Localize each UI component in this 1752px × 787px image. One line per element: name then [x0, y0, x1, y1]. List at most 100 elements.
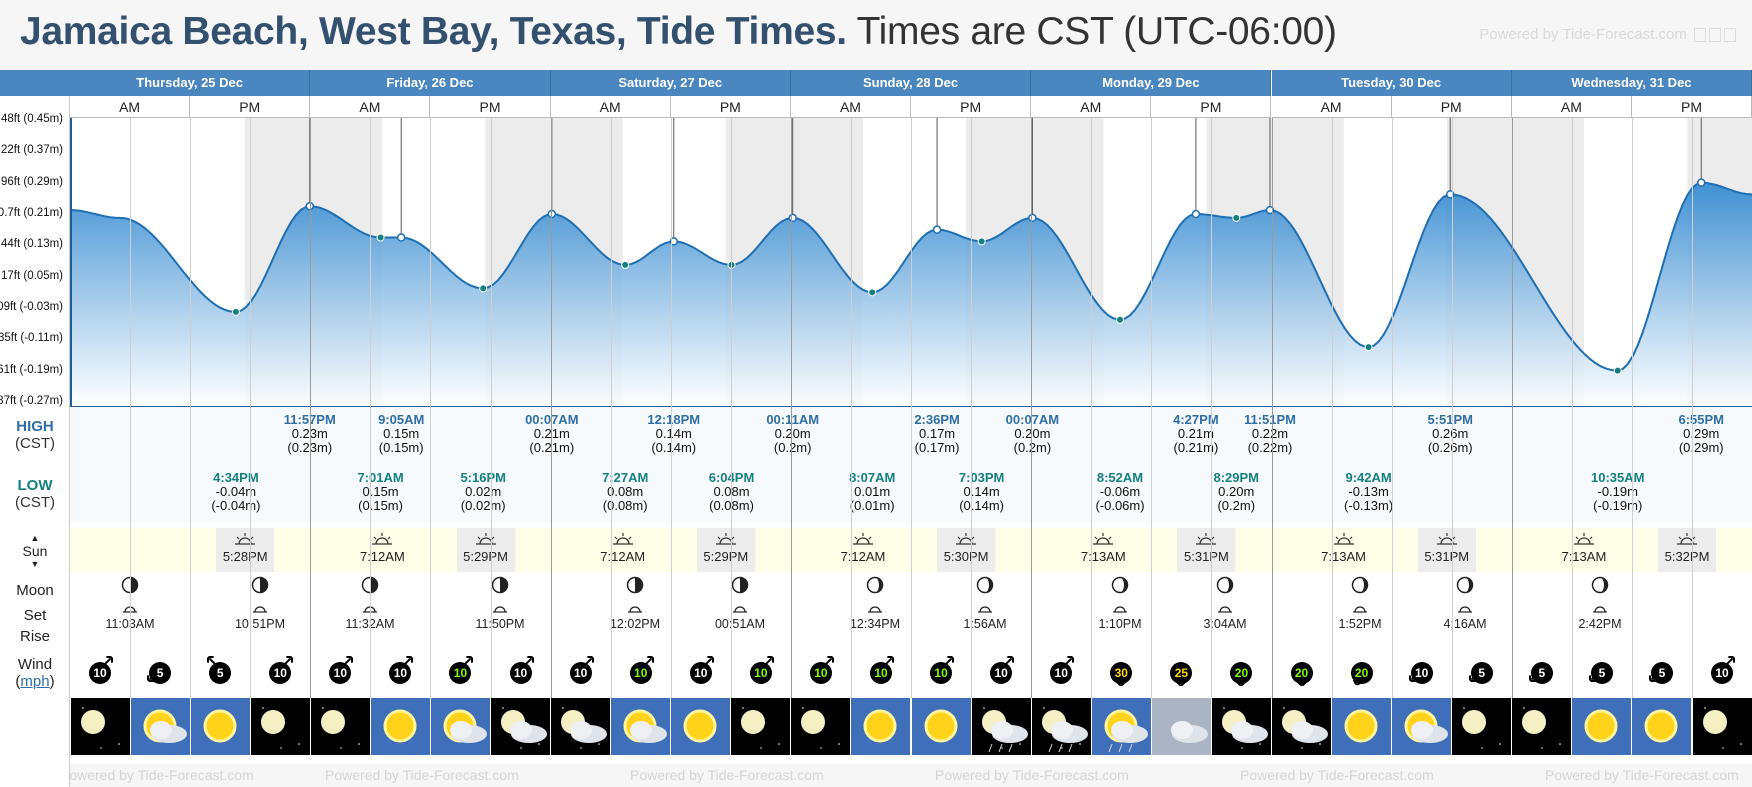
- wind-cell: 10: [866, 655, 896, 686]
- wind-unit-link[interactable]: mph: [20, 673, 50, 690]
- moonrise-icon: [1434, 603, 1496, 617]
- grid-line: [1271, 118, 1273, 698]
- sunrise-cell: 7:13AM: [1072, 532, 1134, 564]
- low-tide-point: [376, 233, 385, 242]
- sunset-time: 5:29PM: [463, 549, 508, 564]
- tide-height: -0.04m: [215, 484, 257, 499]
- moon-phase-icon: [1434, 576, 1496, 597]
- wind-cell: 25: [1166, 656, 1196, 686]
- sunset-icon: [935, 532, 997, 549]
- moon-clear-icon: [731, 698, 791, 755]
- wind-speed: 10: [1711, 662, 1734, 684]
- day-header: Thursday, 25 Dec: [70, 70, 311, 96]
- moonrise-icon: [844, 603, 906, 617]
- wind-cell: 10: [1707, 655, 1737, 686]
- wind-cell: 10: [506, 655, 536, 686]
- moon-clear-icon: [310, 698, 370, 755]
- grid-line: [1511, 118, 1513, 698]
- tide-height: 0.01m: [854, 484, 891, 499]
- low-tide-point: [868, 288, 877, 297]
- wind-speed: 10: [990, 662, 1013, 684]
- wind-row-label: Wind (mph): [15, 656, 55, 690]
- moon-time: 1:52PM: [1338, 617, 1382, 631]
- wind-speed: 20: [1350, 662, 1373, 684]
- logo-icon: [1694, 28, 1706, 43]
- tide-area: [70, 182, 1752, 408]
- tide-time: 7:01AM: [357, 470, 404, 485]
- grid-line: [310, 118, 312, 698]
- moonrise-icon: [339, 603, 401, 617]
- high-tide-cell: 5:51PM 0.26m (0.26m): [1420, 413, 1480, 455]
- grid-line: [1211, 118, 1213, 698]
- wind-cell: 5: [1467, 656, 1497, 686]
- sun-icon: [1332, 698, 1392, 755]
- tide-height: 0.21m: [533, 426, 570, 441]
- sun-down-arrow-icon: ▼: [30, 559, 40, 569]
- tide-height-alt: (-0.13m): [1344, 498, 1394, 513]
- sun-cloud-icon: [1392, 698, 1452, 755]
- footer-powered-by: Powered by Tide-Forecast.com: [630, 767, 824, 783]
- wind-cell: 5: [1647, 656, 1677, 686]
- moon-phase-icon: [469, 576, 531, 597]
- sun-icon: [370, 698, 430, 755]
- sunrise-cell: 7:12AM: [832, 532, 894, 564]
- sunrise-cell: 7:12AM: [592, 532, 654, 564]
- pm-label: PM: [1151, 96, 1272, 118]
- moon-cell: 2:42PM: [1569, 576, 1631, 631]
- pm-label: PM: [1631, 96, 1752, 118]
- wind-cell: 10: [566, 655, 596, 686]
- tide-time: 12:18PM: [647, 412, 701, 427]
- sunset-icon: [1175, 532, 1237, 549]
- tide-time: 11:51PM: [1243, 412, 1296, 427]
- sunrise-cell: 7:13AM: [1553, 532, 1615, 564]
- footer-watermark: Powered by Tide-Forecast.com Powered by T…: [70, 764, 1752, 787]
- grid-line: [730, 118, 732, 698]
- moon-time: 11:32AM: [339, 617, 401, 631]
- sunrise-time: 7:13AM: [1321, 549, 1366, 564]
- day-header: Sunday, 28 Dec: [790, 70, 1032, 96]
- label-header-bar: [0, 70, 70, 96]
- wind-speed: 10: [930, 662, 953, 684]
- sunrise-icon: [832, 532, 894, 549]
- moonrise-icon: [954, 603, 1016, 617]
- page-title: Jamaica Beach, West Bay, Texas, Tide Tim…: [20, 10, 1337, 54]
- low-tide-point: [621, 260, 630, 269]
- wind-cell: 10: [1046, 655, 1076, 686]
- sunrise-icon: [351, 532, 413, 549]
- moonrise-icon: [1569, 603, 1631, 617]
- grid-line: [850, 118, 852, 698]
- tide-height: 0.02m: [465, 484, 502, 499]
- grid-line: [1031, 118, 1033, 698]
- pm-label: PM: [430, 96, 551, 118]
- wind-cell: 5: [205, 655, 235, 686]
- tide-height-alt: (0.21m): [529, 440, 575, 455]
- wind-speed: 10: [329, 662, 352, 684]
- am-label: AM: [70, 96, 191, 118]
- moon-cell: 1:56AM: [954, 576, 1016, 631]
- day-header: Saturday, 27 Dec: [550, 70, 791, 96]
- grid-line: [430, 118, 432, 698]
- high-tide-point: [547, 209, 557, 219]
- tide-time: 5:51PM: [1427, 412, 1473, 427]
- tide-time: 8:07AM: [849, 470, 896, 485]
- wind-cell: 10: [806, 655, 836, 686]
- wind-cell: 10: [265, 655, 295, 686]
- moonrise-icon: [99, 603, 161, 617]
- am-label: AM: [310, 96, 431, 118]
- tide-height: 0.21m: [1177, 426, 1214, 441]
- sunset-time: 5:29PM: [703, 549, 749, 564]
- wind-cell: 10: [746, 655, 776, 686]
- high-tide-cell: 4:27PM 0.21m (0.21m): [1166, 413, 1226, 455]
- high-tide-point: [1191, 209, 1201, 219]
- moon-cell: 4:16AM: [1434, 576, 1496, 631]
- tide-height-alt: (0.2m): [1217, 498, 1256, 513]
- wind-cell: 5: [1587, 656, 1617, 686]
- grid-line: [971, 118, 973, 698]
- wind-speed: 10: [89, 662, 112, 684]
- tide-height: 0.22m: [1251, 426, 1289, 441]
- footer-powered-by: Powered by Tide-Forecast.com: [70, 767, 254, 783]
- tide-height: 0.20m: [1014, 426, 1051, 441]
- tide-time: 00:07AM: [525, 412, 579, 427]
- tide-height: 0.26m: [1432, 426, 1469, 441]
- sunset-cell: 5:31PM: [1416, 532, 1478, 564]
